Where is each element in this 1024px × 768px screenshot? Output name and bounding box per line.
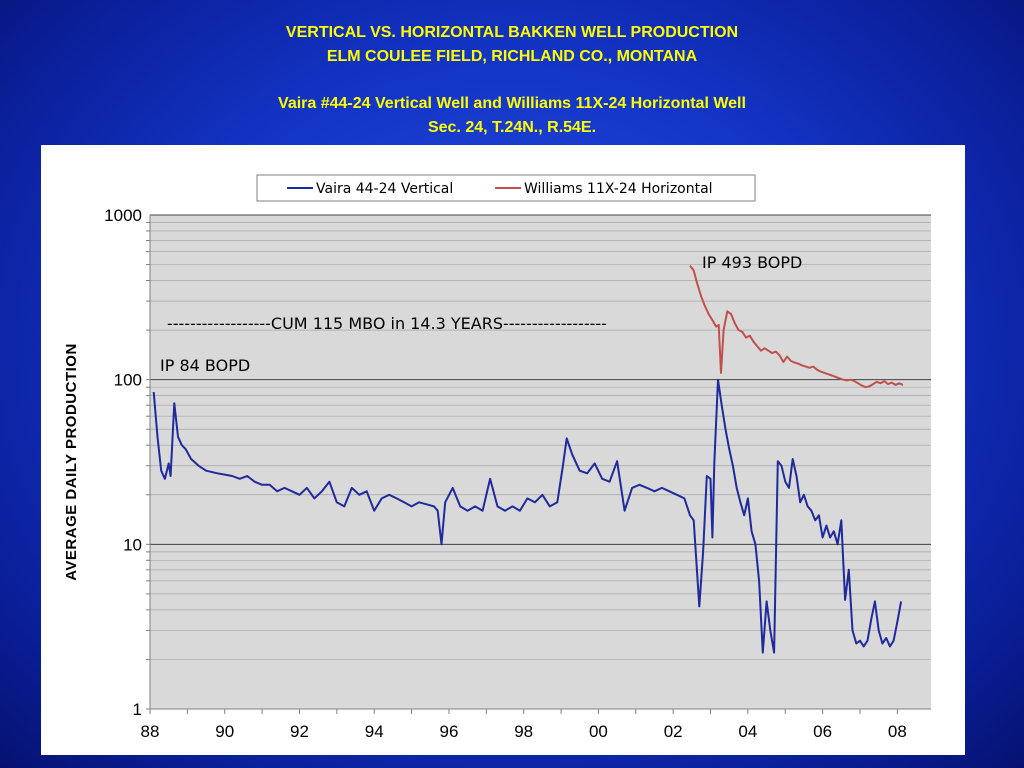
y-tick-label: 1000	[104, 206, 142, 225]
x-tick-label: 92	[290, 722, 309, 741]
grid-lines	[146, 214, 931, 710]
x-tick-label: 94	[365, 722, 384, 741]
y-tick-label: 10	[123, 535, 142, 554]
axes	[149, 215, 931, 710]
x-tick-label: 98	[514, 722, 533, 741]
data-series	[152, 264, 904, 654]
x-tick-label: 00	[589, 722, 608, 741]
slide-title-line-1: VERTICAL VS. HORIZONTAL BAKKEN WELL PROD…	[285, 24, 739, 41]
y-axis-label: AVERAGE DAILY PRODUCTION	[63, 343, 80, 581]
y-tick-label: 1	[133, 700, 142, 719]
plot-area	[150, 215, 931, 709]
legend: Vaira 44-24 Vertical Williams 11X-24 Hor…	[256, 174, 756, 202]
annotation-cumulative: ------------------CUM 115 MBO in 14.3 YE…	[167, 314, 607, 333]
y-tick-label: 100	[114, 371, 142, 390]
annotation-ip-vertical: IP 84 BOPD	[160, 356, 250, 375]
x-tick-label: 88	[141, 722, 160, 741]
chart-panel: 1000 100 10 1 88 90 92 94 96 98 00 02 04 06 08 AVERAG…	[41, 145, 965, 755]
annotation-ip-horizontal: IP 493 BOPD	[702, 253, 802, 272]
slide-title-line-2: ELM COULEE FIELD, RICHLAND CO., MONTANA	[326, 48, 698, 65]
x-tick-label: 06	[813, 722, 832, 741]
series-line-vaira-vertical	[152, 378, 903, 654]
series-line-williams-horizontal	[689, 264, 904, 389]
legend-label-horizontal: Williams 11X-24 Horizontal	[524, 181, 713, 197]
x-tick-label: 08	[888, 722, 907, 741]
x-tick-label: 96	[439, 722, 458, 741]
slide-subtitle-line-1: Vaira #44-24 Vertical Well and Williams …	[278, 95, 746, 112]
y-tick-labels: 1000 100 10 1	[104, 206, 142, 719]
x-tick-label: 04	[738, 722, 757, 741]
slide-subtitle-line-2: Sec. 24, T.24N., R.54E.	[427, 119, 597, 136]
legend-label-vertical: Vaira 44-24 Vertical	[316, 181, 453, 197]
x-tick-label: 02	[664, 722, 683, 741]
production-chart: 1000 100 10 1 88 90 92 94 96 98 00 02 04 06 08 AVERAG…	[63, 174, 931, 741]
x-tick-label: 90	[215, 722, 234, 741]
x-tick-labels: 88 90 92 94 96 98 00 02 04 06 08	[141, 709, 907, 741]
